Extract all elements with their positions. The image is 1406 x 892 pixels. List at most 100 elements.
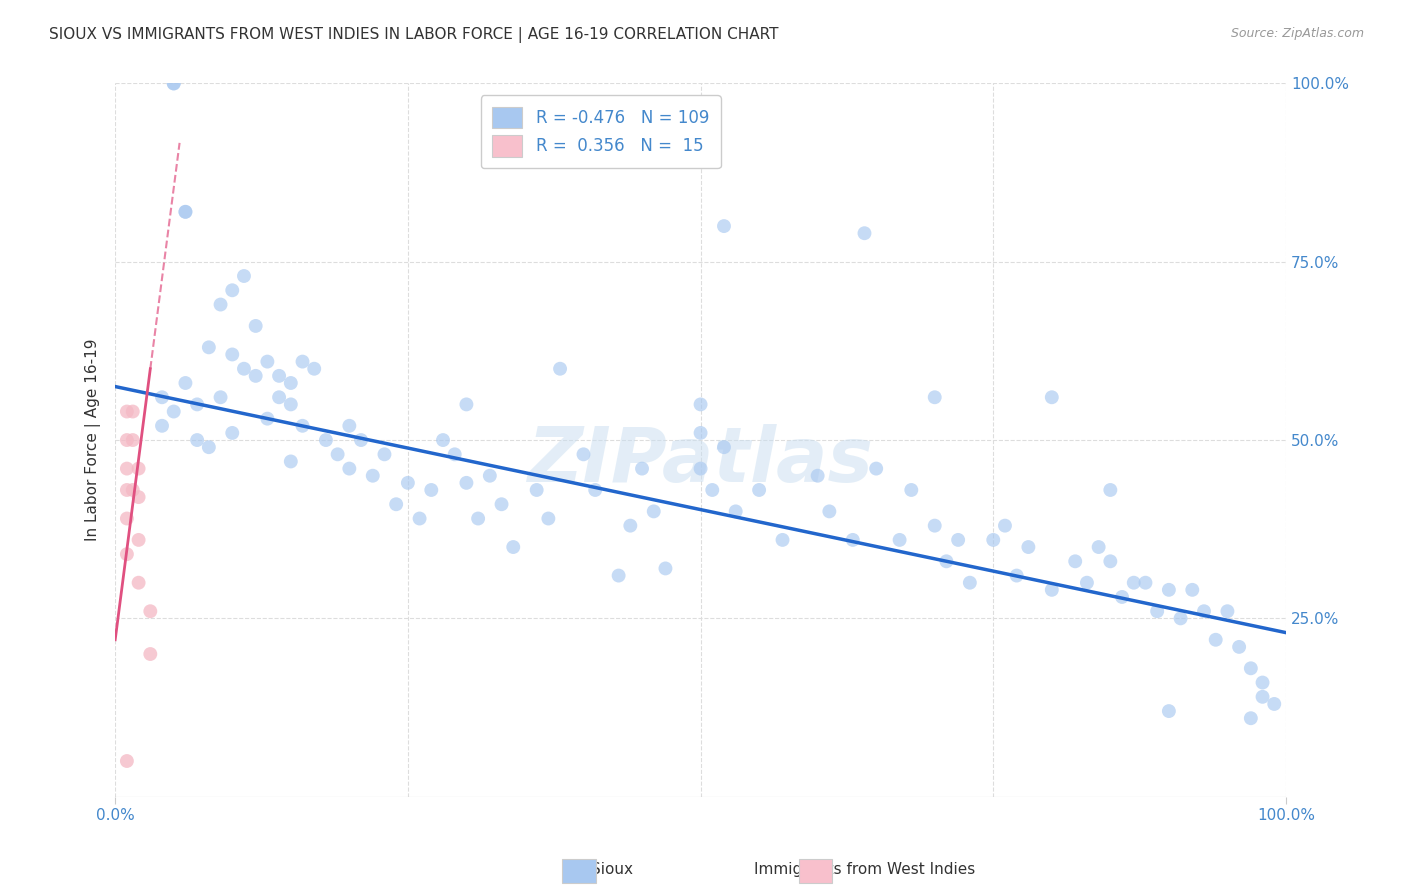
- Point: [209, 297, 232, 311]
- Point: [1181, 582, 1204, 597]
- Point: [326, 447, 349, 461]
- Point: [121, 483, 143, 497]
- Point: [174, 204, 197, 219]
- Point: [502, 540, 524, 554]
- Point: [1263, 697, 1285, 711]
- Point: [478, 468, 501, 483]
- Point: [702, 483, 724, 497]
- Point: [420, 483, 443, 497]
- Point: [128, 533, 150, 547]
- Point: [643, 504, 665, 518]
- Point: [233, 268, 256, 283]
- Point: [233, 361, 256, 376]
- Point: [924, 390, 946, 404]
- Point: [572, 447, 595, 461]
- Point: [713, 219, 735, 233]
- Text: Sioux: Sioux: [591, 863, 633, 877]
- Legend: R = -0.476   N = 109, R =  0.356   N =  15: R = -0.476 N = 109, R = 0.356 N = 15: [481, 95, 721, 169]
- Point: [1170, 611, 1192, 625]
- Point: [724, 504, 747, 518]
- Point: [139, 604, 162, 618]
- Point: [842, 533, 865, 547]
- Point: [1099, 483, 1122, 497]
- Point: [548, 361, 571, 376]
- Point: [245, 368, 267, 383]
- Point: [115, 433, 138, 447]
- Point: [1251, 690, 1274, 704]
- Point: [1076, 575, 1098, 590]
- Point: [1251, 675, 1274, 690]
- Point: [467, 511, 489, 525]
- Point: [981, 533, 1004, 547]
- Point: [818, 504, 841, 518]
- Point: [221, 425, 243, 440]
- Point: [1240, 711, 1263, 725]
- Point: [121, 433, 143, 447]
- Point: [1192, 604, 1215, 618]
- Point: [994, 518, 1017, 533]
- Point: [443, 447, 465, 461]
- Point: [150, 418, 173, 433]
- Point: [1157, 582, 1180, 597]
- Point: [1040, 582, 1063, 597]
- Point: [1111, 590, 1133, 604]
- Point: [1017, 540, 1039, 554]
- Point: [654, 561, 676, 575]
- Point: [1135, 575, 1157, 590]
- Point: [361, 468, 384, 483]
- Point: [280, 376, 302, 390]
- Point: [163, 404, 186, 418]
- Point: [607, 568, 630, 582]
- Point: [772, 533, 794, 547]
- Point: [889, 533, 911, 547]
- Point: [713, 440, 735, 454]
- Point: [373, 447, 395, 461]
- Point: [385, 497, 408, 511]
- Point: [221, 283, 243, 297]
- Point: [526, 483, 548, 497]
- Point: [583, 483, 606, 497]
- Point: [1227, 640, 1250, 654]
- Point: [280, 397, 302, 411]
- Point: [121, 404, 143, 418]
- Point: [163, 77, 186, 91]
- Text: SIOUX VS IMMIGRANTS FROM WEST INDIES IN LABOR FORCE | AGE 16-19 CORRELATION CHAR: SIOUX VS IMMIGRANTS FROM WEST INDIES IN …: [49, 27, 779, 43]
- Point: [115, 461, 138, 475]
- Point: [115, 547, 138, 561]
- Point: [432, 433, 454, 447]
- Point: [396, 475, 419, 490]
- Point: [1216, 604, 1239, 618]
- Point: [748, 483, 770, 497]
- Point: [186, 433, 208, 447]
- Point: [1064, 554, 1087, 568]
- Point: [269, 390, 291, 404]
- Point: [256, 354, 278, 368]
- Point: [491, 497, 513, 511]
- Point: [115, 404, 138, 418]
- Point: [245, 318, 267, 333]
- Point: [1240, 661, 1263, 675]
- Point: [619, 518, 641, 533]
- Point: [537, 511, 560, 525]
- Point: [128, 490, 150, 504]
- Point: [256, 411, 278, 425]
- Point: [1040, 390, 1063, 404]
- Point: [1146, 604, 1168, 618]
- Point: [280, 454, 302, 468]
- Point: [689, 425, 711, 440]
- Point: [163, 77, 186, 91]
- Point: [631, 461, 654, 475]
- Point: [174, 376, 197, 390]
- Point: [209, 390, 232, 404]
- Point: [456, 397, 478, 411]
- Point: [198, 340, 221, 354]
- Point: [315, 433, 337, 447]
- Point: [1087, 540, 1109, 554]
- Point: [807, 468, 830, 483]
- Point: [115, 754, 138, 768]
- Point: [302, 361, 325, 376]
- Text: Immigrants from West Indies: Immigrants from West Indies: [754, 863, 976, 877]
- Point: [139, 647, 162, 661]
- Point: [689, 397, 711, 411]
- Point: [865, 461, 887, 475]
